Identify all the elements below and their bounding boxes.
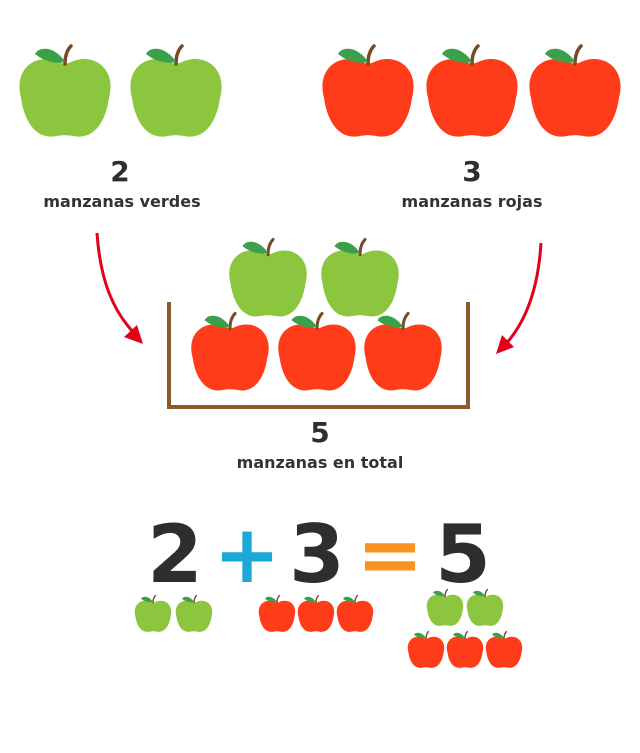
apple-icon [227, 237, 309, 318]
green-label: manzanas verdes [43, 192, 201, 211]
basket-icon [167, 302, 470, 409]
apple-icon [128, 44, 224, 139]
apple-icon [527, 44, 623, 139]
total-label: manzanas en total [236, 453, 404, 472]
apple-icon [446, 630, 484, 669]
equation-term-a: 2 [147, 508, 203, 601]
apple-icon [276, 311, 358, 392]
apple-icon [485, 630, 523, 669]
apple-icon [189, 311, 271, 392]
apple-icon [17, 44, 113, 139]
apple-icon [362, 311, 444, 392]
plus-sign: + [213, 508, 281, 601]
apple-icon [424, 44, 520, 139]
equals-sign: = [356, 508, 424, 601]
equation-result: 5 [435, 508, 491, 601]
green-count: 2 [110, 155, 130, 188]
green-apples-group [17, 44, 224, 139]
red-count: 3 [462, 155, 482, 188]
red-label: manzanas rojas [401, 192, 543, 211]
total-count: 5 [310, 416, 330, 449]
apple-icon [407, 630, 445, 669]
equation-term-b: 3 [289, 508, 345, 601]
arrow-icon [95, 232, 143, 344]
red-apples-group [320, 44, 623, 139]
apple-icon [320, 44, 416, 139]
arrow-icon [496, 242, 543, 354]
basket-apples [189, 237, 444, 392]
apple-icon [319, 237, 401, 318]
